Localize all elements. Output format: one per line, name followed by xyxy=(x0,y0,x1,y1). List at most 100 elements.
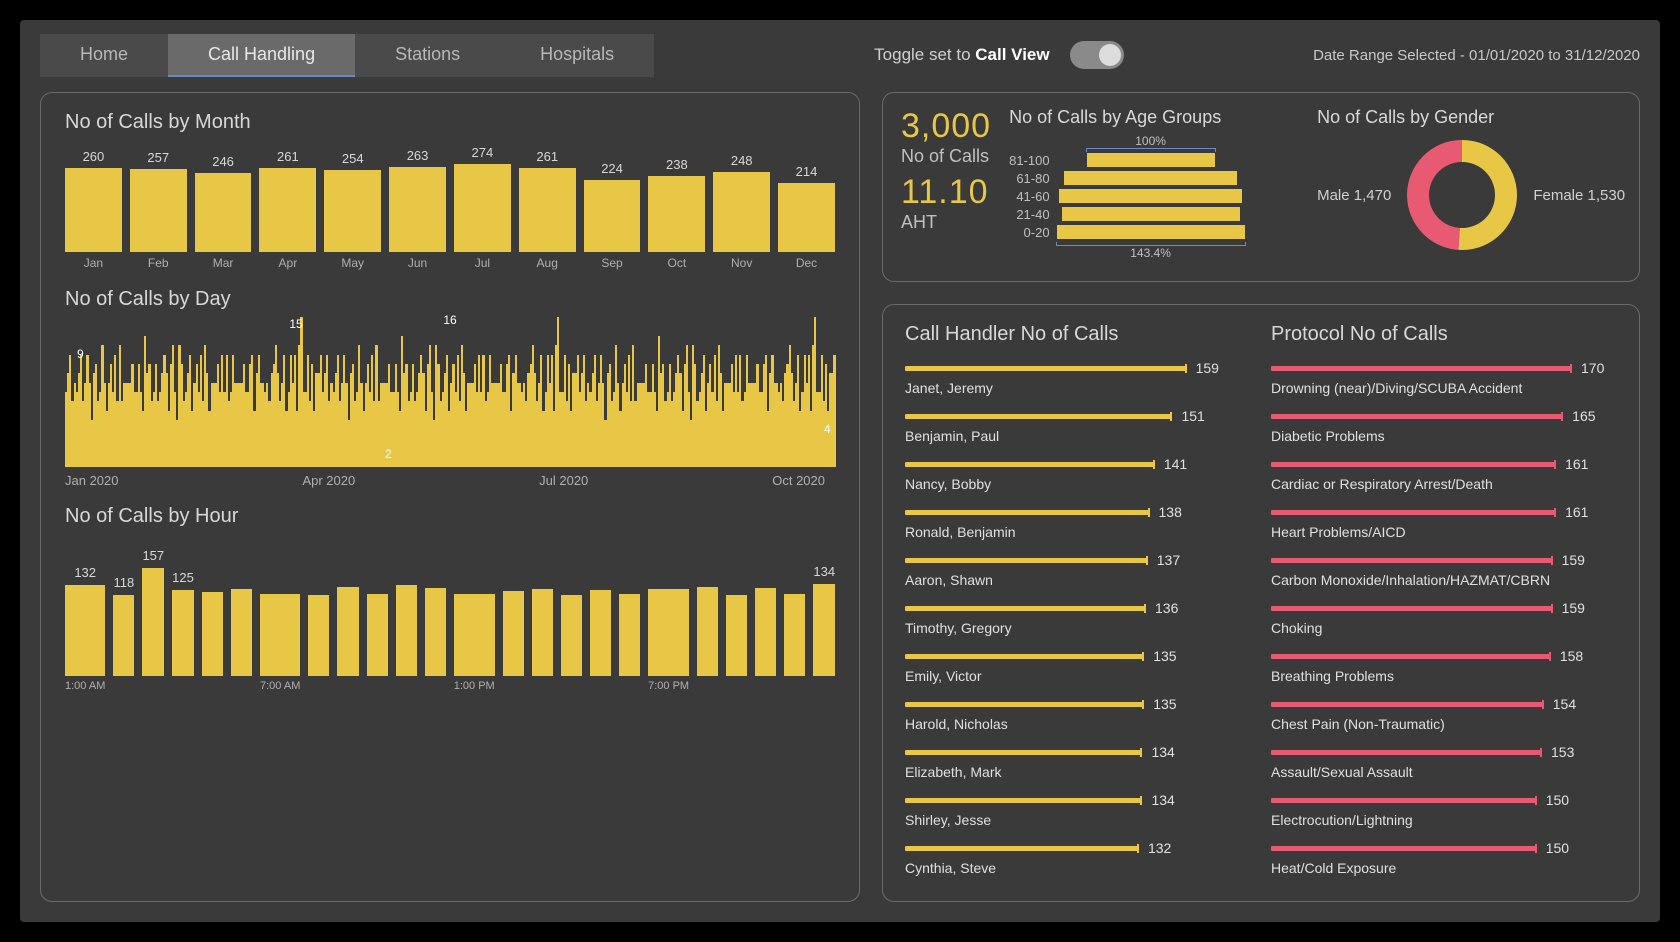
view-toggle-area: Toggle set to Call View xyxy=(874,41,1123,69)
list-item[interactable]: 136Timothy, Gregory xyxy=(905,600,1241,636)
toggle-label: Toggle set to Call View xyxy=(874,45,1049,65)
by-hour-chart: 1321:00 AM 118 157 125 7:00 AM 1:00 PM 7:00 PM… xyxy=(65,534,835,694)
by-month-chart: 260Jan257Feb246Mar261Apr254May263Jun274J… xyxy=(65,140,835,270)
list-item[interactable]: 150Heat/Cold Exposure xyxy=(1271,840,1607,876)
donut-male-label: Male 1,470 xyxy=(1317,187,1391,204)
list-item[interactable]: 150Electrocution/Lightning xyxy=(1271,792,1607,828)
list-item[interactable]: 134Shirley, Jesse xyxy=(905,792,1241,828)
hour-bar[interactable] xyxy=(590,570,611,694)
list-item[interactable]: 132Cynthia, Steve xyxy=(905,840,1241,876)
handlers-list[interactable]: 159Janet, Jeremy 151Benjamin, Paul 141Nanc… xyxy=(905,360,1251,883)
hour-bar[interactable] xyxy=(697,567,718,694)
by-day-bars xyxy=(65,317,835,467)
by-month-title: No of Calls by Month xyxy=(65,111,835,134)
hour-bar[interactable]: 157 xyxy=(142,548,164,694)
view-toggle-switch[interactable] xyxy=(1070,41,1124,69)
month-bar[interactable]: 214Dec xyxy=(778,164,835,270)
top-bar: HomeCall HandlingStationsHospitals Toggl… xyxy=(40,30,1640,80)
hour-bar[interactable] xyxy=(784,574,805,695)
list-item[interactable]: 137Aaron, Shawn xyxy=(905,552,1241,588)
list-item[interactable]: 161Cardiac or Respiratory Arrest/Death xyxy=(1271,456,1607,492)
hour-bar[interactable]: 7:00 PM xyxy=(648,569,689,694)
month-bar[interactable]: 261Aug xyxy=(519,149,576,270)
month-bar[interactable]: 263Jun xyxy=(389,148,446,270)
donut-chart: No of Calls by Gender Male 1,470 Female … xyxy=(1317,107,1625,267)
list-item[interactable]: 154Chest Pain (Non-Traumatic) xyxy=(1271,696,1607,732)
by-day-xaxis: Jan 2020Apr 2020Jul 2020Oct 2020 xyxy=(65,473,835,488)
hour-bar[interactable] xyxy=(202,572,223,694)
kpi-block: 3,000 No of Calls 11.10 AHT xyxy=(901,107,991,267)
list-item[interactable]: 135Emily, Victor xyxy=(905,648,1241,684)
hour-bar[interactable]: 7:00 AM xyxy=(260,574,300,695)
hour-bar[interactable] xyxy=(561,575,582,694)
hour-bar[interactable] xyxy=(367,574,388,695)
handlers-title: Call Handler No of Calls xyxy=(905,323,1251,346)
handlers-column: Call Handler No of Calls 159Janet, Jerem… xyxy=(905,323,1251,883)
list-item[interactable]: 134Elizabeth, Mark xyxy=(905,744,1241,780)
hour-bar[interactable] xyxy=(308,575,329,694)
funnel-title: No of Calls by Age Groups xyxy=(1009,107,1299,128)
hour-bar[interactable] xyxy=(337,567,358,694)
donut-title: No of Calls by Gender xyxy=(1317,107,1625,128)
list-item[interactable]: 165Diabetic Problems xyxy=(1271,408,1607,444)
hour-bar[interactable] xyxy=(231,569,252,694)
month-bar[interactable]: 260Jan xyxy=(65,149,122,270)
hour-bar[interactable]: 134 xyxy=(813,564,835,694)
list-item[interactable]: 135Harold, Nicholas xyxy=(905,696,1241,732)
hour-bar[interactable] xyxy=(755,568,776,694)
hour-bar[interactable] xyxy=(532,569,553,694)
month-bar[interactable]: 248Nov xyxy=(713,153,770,270)
funnel-y-labels: 81-10061-8041-6021-400-20 xyxy=(1009,152,1049,242)
list-item[interactable]: 159Choking xyxy=(1271,600,1607,636)
hour-bar[interactable] xyxy=(503,571,524,694)
dashboard-root: HomeCall HandlingStationsHospitals Toggl… xyxy=(20,20,1660,922)
hour-bar[interactable] xyxy=(726,575,747,694)
summary-panel: 3,000 No of Calls 11.10 AHT No of Calls … xyxy=(882,92,1640,282)
list-item[interactable]: 153Assault/Sexual Assault xyxy=(1271,744,1607,780)
hour-bar[interactable]: 1:00 PM xyxy=(454,574,495,695)
month-bar[interactable]: 274Jul xyxy=(454,145,511,270)
month-bar[interactable]: 257Feb xyxy=(130,150,187,270)
protocols-column: Protocol No of Calls 170Drowning (near)/… xyxy=(1271,323,1617,883)
month-bar[interactable]: 224Sep xyxy=(584,161,641,270)
by-hour-section: No of Calls by Hour 1321:00 AM 118 157 125 7… xyxy=(65,505,835,694)
hour-bar[interactable] xyxy=(396,565,417,694)
kpi-aht-label: AHT xyxy=(901,212,991,233)
protocols-title: Protocol No of Calls xyxy=(1271,323,1617,346)
by-month-section: No of Calls by Month 260Jan257Feb246Mar2… xyxy=(65,111,835,270)
list-item[interactable]: 151Benjamin, Paul xyxy=(905,408,1241,444)
by-day-title: No of Calls by Day xyxy=(65,288,835,311)
protocols-list[interactable]: 170Drowning (near)/Diving/SCUBA Accident… xyxy=(1271,360,1617,883)
month-bar[interactable]: 261Apr xyxy=(259,149,316,270)
tab-hospitals[interactable]: Hospitals xyxy=(500,34,654,77)
list-item[interactable]: 159Janet, Jeremy xyxy=(905,360,1241,396)
list-item[interactable]: 158Breathing Problems xyxy=(1271,648,1607,684)
list-item[interactable]: 161Heart Problems/AICD xyxy=(1271,504,1607,540)
lists-panel: Call Handler No of Calls 159Janet, Jerem… xyxy=(882,304,1640,902)
list-item[interactable]: 138Ronald, Benjamin xyxy=(905,504,1241,540)
funnel-chart: No of Calls by Age Groups 81-10061-8041-… xyxy=(1009,107,1299,267)
tab-stations[interactable]: Stations xyxy=(355,34,500,77)
list-item[interactable]: 141Nancy, Bobby xyxy=(905,456,1241,492)
donut-female-label: Female 1,530 xyxy=(1533,187,1625,204)
by-hour-title: No of Calls by Hour xyxy=(65,505,835,528)
kpi-calls-value: 3,000 xyxy=(901,107,991,146)
by-day-chart: Jan 2020Apr 2020Jul 2020Oct 2020 9152164 xyxy=(65,317,835,487)
hour-bar[interactable]: 125 xyxy=(172,570,194,694)
kpi-calls-label: No of Calls xyxy=(901,146,991,167)
tab-home[interactable]: Home xyxy=(40,34,168,77)
by-day-section: No of Calls by Day Jan 2020Apr 2020Jul 2… xyxy=(65,288,835,487)
month-bar[interactable]: 246Mar xyxy=(195,154,252,270)
month-bar[interactable]: 238Oct xyxy=(648,157,705,271)
hour-bar[interactable] xyxy=(619,574,640,695)
list-item[interactable]: 159Carbon Monoxide/Inhalation/HAZMAT/CBR… xyxy=(1271,552,1607,588)
hour-bar[interactable] xyxy=(425,568,446,694)
tab-call-handling[interactable]: Call Handling xyxy=(168,34,355,77)
hour-bar[interactable]: 1321:00 AM xyxy=(65,565,105,694)
month-bar[interactable]: 254May xyxy=(324,151,381,270)
hour-bar[interactable]: 118 xyxy=(113,575,134,694)
date-range-label: Date Range Selected - 01/01/2020 to 31/1… xyxy=(1313,47,1640,64)
list-item[interactable]: 170Drowning (near)/Diving/SCUBA Accident xyxy=(1271,360,1607,396)
nav-tabs: HomeCall HandlingStationsHospitals xyxy=(40,34,654,77)
kpi-aht-value: 11.10 xyxy=(901,173,991,212)
